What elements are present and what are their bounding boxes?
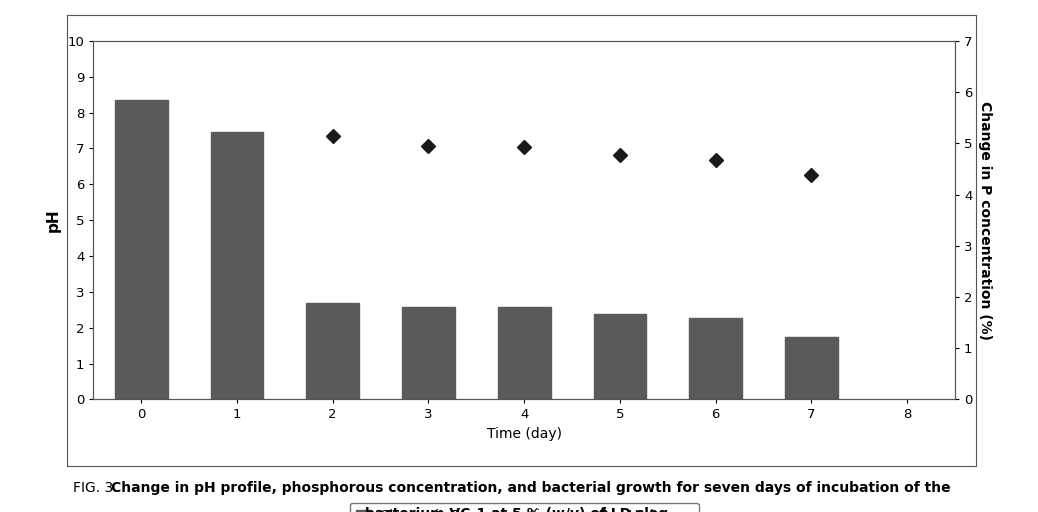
Legend: Change in P concentration, pH change: Change in P concentration, pH change [350, 503, 699, 512]
Bar [498, 307, 550, 399]
Bar [115, 100, 167, 399]
Bar [402, 307, 455, 399]
Text: FIG. 3.: FIG. 3. [73, 481, 121, 495]
Bar [211, 133, 264, 399]
Text: Change in pH profile, phosphorous concentration, and bacterial growth for seven : Change in pH profile, phosphorous concen… [111, 481, 951, 495]
Bar [785, 337, 838, 399]
X-axis label: Time (day): Time (day) [487, 427, 562, 441]
Bar [306, 303, 359, 399]
Bar [594, 314, 647, 399]
Y-axis label: Change in P concentration (%): Change in P concentration (%) [978, 101, 992, 339]
Bar [689, 318, 742, 399]
Y-axis label: pH: pH [46, 208, 60, 232]
Text: bacterium VC-1 at 5 % (w/v) of LD slag.: bacterium VC-1 at 5 % (w/v) of LD slag. [364, 507, 674, 512]
